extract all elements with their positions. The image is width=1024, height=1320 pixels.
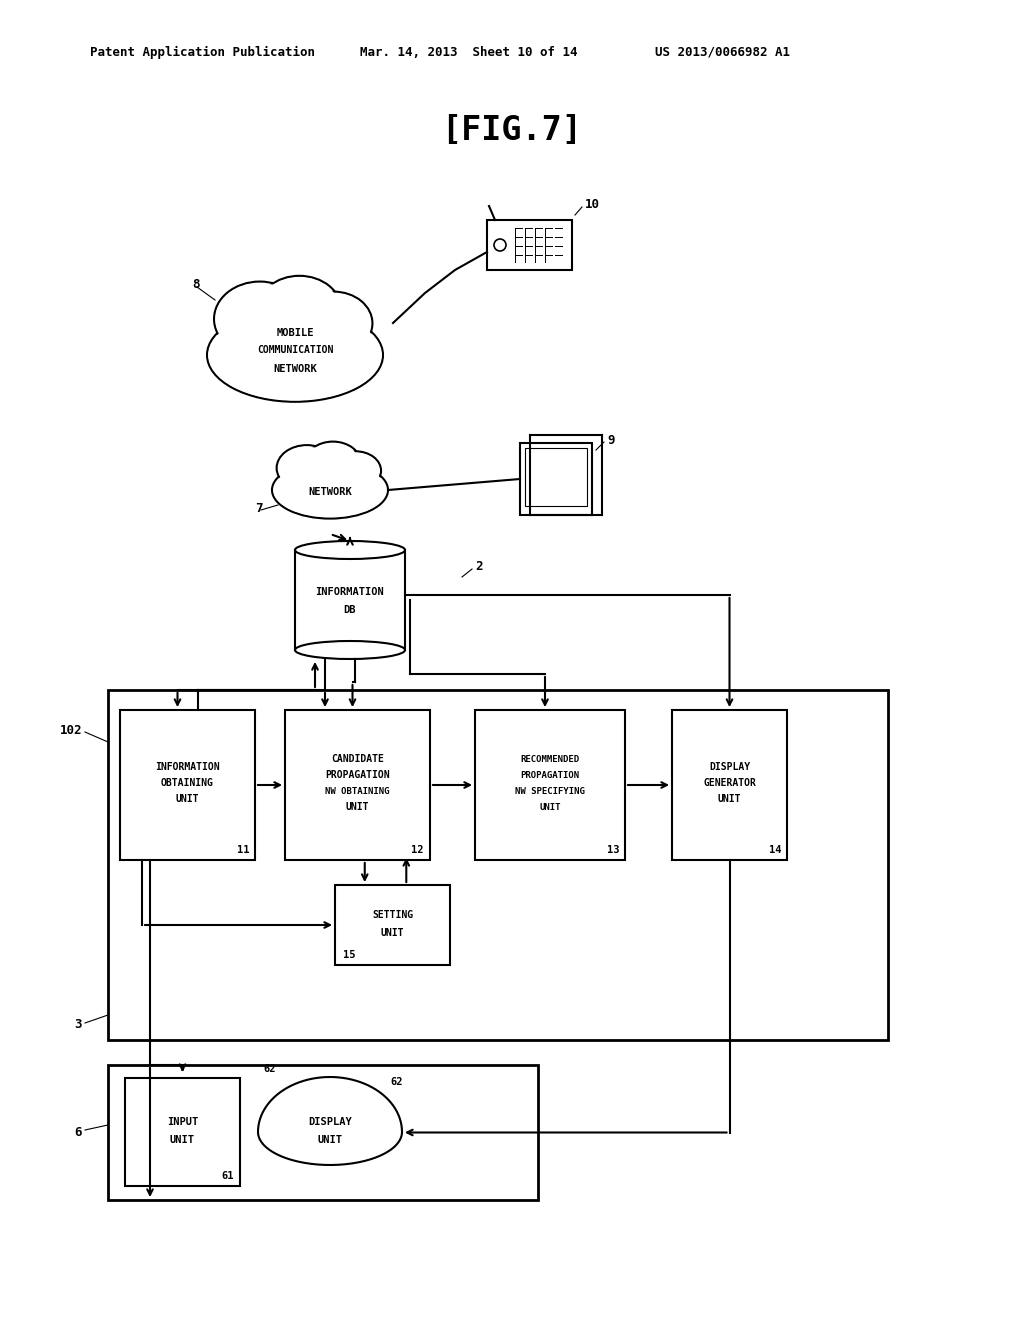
Text: 2: 2 bbox=[475, 561, 482, 573]
Text: NW SPECIFYING: NW SPECIFYING bbox=[515, 787, 585, 796]
FancyBboxPatch shape bbox=[125, 1078, 240, 1185]
Text: 102: 102 bbox=[59, 723, 82, 737]
Text: 10: 10 bbox=[585, 198, 600, 211]
Text: 9: 9 bbox=[607, 433, 614, 446]
Ellipse shape bbox=[279, 446, 336, 490]
Text: 61: 61 bbox=[221, 1171, 234, 1181]
Ellipse shape bbox=[295, 541, 406, 558]
Text: 15: 15 bbox=[343, 950, 355, 960]
Text: UNIT: UNIT bbox=[718, 795, 741, 804]
Ellipse shape bbox=[330, 451, 381, 490]
Text: INFORMATION: INFORMATION bbox=[156, 762, 220, 772]
Ellipse shape bbox=[305, 442, 360, 484]
Text: Mar. 14, 2013  Sheet 10 of 14: Mar. 14, 2013 Sheet 10 of 14 bbox=[360, 45, 578, 58]
FancyBboxPatch shape bbox=[525, 447, 587, 506]
Ellipse shape bbox=[272, 462, 388, 519]
Text: INPUT: INPUT bbox=[167, 1117, 198, 1127]
Text: DB: DB bbox=[344, 605, 356, 615]
Ellipse shape bbox=[306, 444, 359, 482]
Ellipse shape bbox=[297, 643, 403, 657]
Text: [FIG.7]: [FIG.7] bbox=[441, 114, 583, 147]
Ellipse shape bbox=[215, 282, 304, 355]
Ellipse shape bbox=[295, 292, 373, 355]
Text: PROPAGATION: PROPAGATION bbox=[326, 770, 390, 780]
Text: NETWORK: NETWORK bbox=[308, 487, 352, 498]
Text: DISPLAY: DISPLAY bbox=[308, 1117, 352, 1127]
Ellipse shape bbox=[207, 308, 383, 401]
FancyBboxPatch shape bbox=[108, 690, 888, 1040]
Ellipse shape bbox=[332, 453, 380, 488]
FancyBboxPatch shape bbox=[475, 710, 625, 861]
Text: UNIT: UNIT bbox=[381, 928, 404, 939]
Text: SETTING: SETTING bbox=[372, 909, 413, 920]
Text: 14: 14 bbox=[768, 845, 781, 855]
Text: 12: 12 bbox=[412, 845, 424, 855]
Text: UNIT: UNIT bbox=[346, 803, 370, 812]
FancyBboxPatch shape bbox=[108, 1065, 538, 1200]
FancyBboxPatch shape bbox=[487, 220, 572, 271]
Text: UNIT: UNIT bbox=[170, 1135, 195, 1144]
FancyBboxPatch shape bbox=[120, 710, 255, 861]
Text: 13: 13 bbox=[606, 845, 618, 855]
Text: Patent Application Publication: Patent Application Publication bbox=[90, 45, 315, 58]
Text: PROPAGATION: PROPAGATION bbox=[520, 771, 580, 780]
Text: MOBILE: MOBILE bbox=[276, 327, 313, 338]
Text: 11: 11 bbox=[237, 845, 249, 855]
Ellipse shape bbox=[214, 281, 305, 356]
Text: OBTAINING: OBTAINING bbox=[161, 777, 214, 788]
FancyBboxPatch shape bbox=[520, 444, 592, 515]
Ellipse shape bbox=[257, 276, 342, 345]
Text: UNIT: UNIT bbox=[540, 803, 561, 812]
Text: CANDIDATE: CANDIDATE bbox=[331, 754, 384, 764]
Ellipse shape bbox=[276, 445, 337, 491]
Text: INFORMATION: INFORMATION bbox=[315, 587, 384, 597]
Text: 3: 3 bbox=[75, 1019, 82, 1031]
FancyBboxPatch shape bbox=[335, 884, 450, 965]
Text: 6: 6 bbox=[75, 1126, 82, 1138]
Text: COMMUNICATION: COMMUNICATION bbox=[257, 345, 333, 355]
FancyBboxPatch shape bbox=[285, 710, 430, 861]
Text: 62: 62 bbox=[390, 1077, 402, 1086]
Ellipse shape bbox=[209, 310, 382, 400]
Text: 8: 8 bbox=[193, 279, 200, 292]
FancyBboxPatch shape bbox=[672, 710, 787, 861]
Ellipse shape bbox=[295, 642, 406, 659]
Ellipse shape bbox=[297, 293, 371, 354]
Text: UNIT: UNIT bbox=[317, 1135, 342, 1144]
Text: NW OBTAINING: NW OBTAINING bbox=[326, 787, 390, 796]
Text: UNIT: UNIT bbox=[176, 795, 200, 804]
Text: NETWORK: NETWORK bbox=[273, 364, 316, 374]
Text: DISPLAY: DISPLAY bbox=[709, 762, 750, 772]
FancyBboxPatch shape bbox=[295, 550, 406, 649]
Text: 62: 62 bbox=[263, 1064, 275, 1074]
Text: US 2013/0066982 A1: US 2013/0066982 A1 bbox=[655, 45, 790, 58]
Ellipse shape bbox=[273, 463, 386, 517]
Text: GENERATOR: GENERATOR bbox=[703, 777, 756, 788]
Ellipse shape bbox=[259, 277, 340, 343]
Text: RECOMMENDED: RECOMMENDED bbox=[520, 755, 580, 763]
Polygon shape bbox=[258, 1077, 402, 1166]
Text: 7: 7 bbox=[255, 502, 262, 515]
